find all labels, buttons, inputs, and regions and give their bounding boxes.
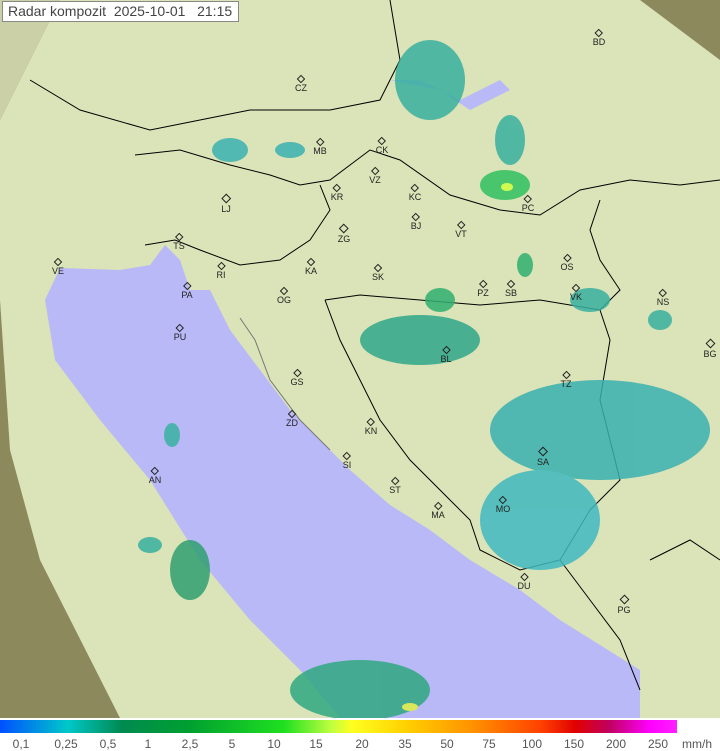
city-marker[interactable]: MA	[431, 510, 445, 520]
legend-unit: mm/h	[682, 737, 712, 751]
city-marker[interactable]: PC	[521, 203, 535, 213]
city-marker[interactable]: ZG	[337, 234, 351, 244]
city-marker[interactable]: MO	[495, 504, 511, 514]
legend-label: 75	[482, 737, 496, 751]
legend-label: 5	[228, 737, 236, 751]
city-marker[interactable]: DU	[517, 581, 531, 591]
legend-label: 15	[309, 737, 323, 751]
legend-label: 0,25	[54, 737, 78, 751]
city-marker[interactable]: AN	[148, 475, 162, 485]
city-marker[interactable]: BJ	[410, 221, 422, 231]
legend-label: 0,1	[12, 737, 30, 751]
legend-label: 1	[144, 737, 152, 751]
city-marker[interactable]: VT	[455, 229, 467, 239]
map-title: Radar kompozit 2025-10-01 21:15	[2, 1, 240, 22]
city-marker[interactable]: VK	[569, 292, 583, 302]
city-marker[interactable]: LJ	[221, 204, 231, 214]
city-marker[interactable]: RI	[216, 270, 226, 280]
legend-label: 200	[605, 737, 627, 751]
city-marker[interactable]: PA	[181, 290, 193, 300]
city-marker[interactable]: CZ	[295, 83, 307, 93]
legend-label: 0,5	[99, 737, 117, 751]
legend-color-bar	[0, 720, 677, 733]
city-marker[interactable]: KN	[364, 426, 378, 436]
city-marker[interactable]: BD	[592, 37, 606, 47]
city-marker[interactable]: VZ	[369, 175, 381, 185]
legend-label: 20	[355, 737, 369, 751]
city-marker[interactable]: GS	[290, 377, 304, 387]
city-marker[interactable]: SA	[536, 457, 550, 467]
radar-map[interactable]: Radar kompozit 2025-10-01 21:15 CZ BD MB…	[0, 0, 720, 718]
city-marker[interactable]: PZ	[477, 288, 489, 298]
city-marker[interactable]: VE	[51, 266, 65, 276]
city-marker[interactable]: NS	[656, 297, 670, 307]
city-marker[interactable]: SK	[371, 272, 385, 282]
city-marker[interactable]: ZD	[286, 418, 298, 428]
legend-label: 50	[440, 737, 454, 751]
city-marker[interactable]: SB	[504, 288, 518, 298]
city-marker[interactable]: BG	[703, 349, 717, 359]
city-marker[interactable]: OS	[560, 262, 574, 272]
city-marker[interactable]: KR	[330, 192, 344, 202]
city-marker[interactable]: ST	[389, 485, 401, 495]
precipitation	[138, 40, 710, 718]
city-marker[interactable]: TS	[173, 241, 185, 251]
color-legend: 0,1 0,25 0,5 1 2,5 5 10 15 20 35 50 75 1…	[0, 718, 720, 751]
legend-label: 250	[647, 737, 669, 751]
city-marker[interactable]: PU	[173, 332, 187, 342]
legend-label: 100	[521, 737, 543, 751]
legend-label: 2,5	[181, 737, 199, 751]
legend-label: 10	[267, 737, 281, 751]
map-background	[0, 0, 720, 718]
city-marker[interactable]: PG	[617, 605, 631, 615]
city-marker[interactable]: TZ	[560, 379, 572, 389]
city-marker[interactable]: CK	[375, 145, 389, 155]
city-marker[interactable]: BL	[440, 354, 452, 364]
city-marker[interactable]: OG	[276, 295, 292, 305]
legend-label: 150	[563, 737, 585, 751]
city-marker[interactable]: KA	[304, 266, 318, 276]
legend-label: 35	[398, 737, 412, 751]
city-marker[interactable]: KC	[408, 192, 422, 202]
adriatic-sea	[45, 245, 640, 718]
city-marker[interactable]: MB	[313, 146, 327, 156]
city-marker[interactable]: SI	[342, 460, 352, 470]
